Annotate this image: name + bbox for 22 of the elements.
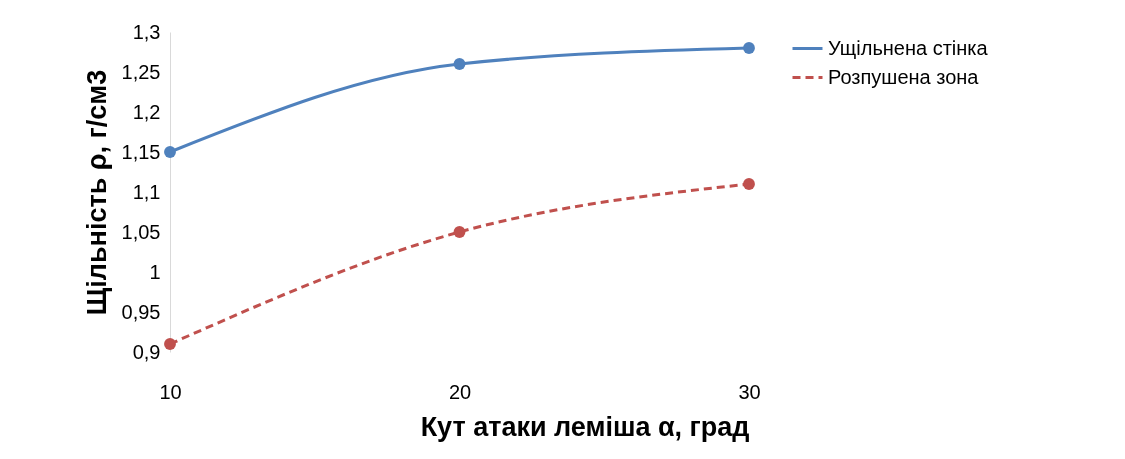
y-tick-label: 1,05 [121, 220, 161, 243]
y-tick-label: 1,1 [132, 180, 161, 203]
y-tick-label: 1,25 [121, 60, 161, 83]
point [453, 58, 466, 70]
y-tick-label: 1 [149, 260, 161, 283]
point [164, 146, 176, 158]
y-tick-label: 0,9 [132, 340, 161, 363]
legend-label: Розпушена зона [828, 65, 980, 88]
y-tick-label: 1,15 [121, 140, 161, 163]
x-tick-label: 20 [448, 380, 472, 403]
point [743, 42, 755, 54]
y-tick-label: 1,2 [132, 100, 161, 123]
point [164, 338, 176, 350]
x-axis-title: Кут атаки леміша α, град [420, 411, 750, 442]
x-tick-label: 30 [738, 380, 761, 403]
point [453, 226, 466, 238]
y-tick-label: 1,3 [132, 20, 161, 43]
x-tick-label: 10 [159, 380, 182, 403]
y-tick-label: 0,95 [121, 300, 161, 323]
legend-label: Ущільнена стінка [828, 36, 989, 59]
y-axis-title: Щільність ρ, г/см3 [81, 69, 112, 316]
point [743, 178, 755, 190]
